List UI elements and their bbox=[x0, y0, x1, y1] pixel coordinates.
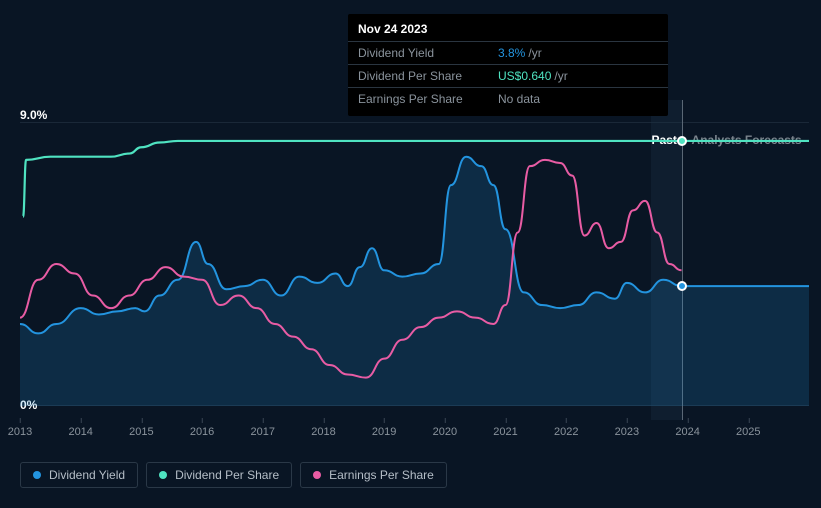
area-dividend-yield bbox=[20, 157, 809, 406]
tooltip-row: Dividend Yield3.8%/yr bbox=[348, 41, 668, 64]
x-tick: 2018 bbox=[311, 426, 335, 438]
x-tick: 2017 bbox=[251, 426, 275, 438]
tooltip-metric-label: Earnings Per Share bbox=[358, 92, 498, 106]
tooltip-date: Nov 24 2023 bbox=[348, 20, 668, 41]
x-tick: 2014 bbox=[68, 426, 92, 438]
legend-item[interactable]: Dividend Per Share bbox=[146, 462, 292, 488]
legend-item[interactable]: Earnings Per Share bbox=[300, 462, 447, 488]
line-dividend-per-share bbox=[23, 141, 809, 217]
tooltip-metric-unit: /yr bbox=[528, 46, 541, 60]
legend-label: Dividend Per Share bbox=[175, 468, 279, 482]
legend-dot-icon bbox=[313, 471, 321, 479]
legend: Dividend Yield Dividend Per Share Earnings… bbox=[20, 462, 447, 488]
x-tick: 2022 bbox=[554, 426, 578, 438]
tooltip-metric-value: US$0.640 bbox=[498, 69, 551, 83]
legend-label: Earnings Per Share bbox=[329, 468, 434, 482]
x-tick: 2020 bbox=[433, 426, 457, 438]
tooltip-metric-value: No data bbox=[498, 92, 540, 106]
x-tick: 2023 bbox=[615, 426, 639, 438]
chart-container: 9.0% 0% Past Analysts Forecasts Nov 24 2… bbox=[0, 0, 821, 508]
legend-item[interactable]: Dividend Yield bbox=[20, 462, 138, 488]
chart-lines-svg bbox=[20, 100, 809, 420]
tooltip-row: Earnings Per ShareNo data bbox=[348, 87, 668, 110]
tooltip-metric-value: 3.8% bbox=[498, 46, 525, 60]
x-tick: 2024 bbox=[675, 426, 699, 438]
tooltip-metric-label: Dividend Per Share bbox=[358, 69, 498, 83]
tooltip-metric-unit: /yr bbox=[554, 69, 567, 83]
x-tick: 2016 bbox=[190, 426, 214, 438]
marker-dividend-yield bbox=[677, 281, 687, 291]
tooltip-row: Dividend Per ShareUS$0.640/yr bbox=[348, 64, 668, 87]
plot-area: 9.0% 0% Past Analysts Forecasts bbox=[20, 100, 809, 420]
marker-dividend-per-share bbox=[677, 136, 687, 146]
x-tick: 2021 bbox=[493, 426, 517, 438]
x-axis: 2013201420152016201720182019202020212022… bbox=[20, 426, 809, 446]
x-tick: 2013 bbox=[8, 426, 32, 438]
legend-dot-icon bbox=[159, 471, 167, 479]
x-tick: 2015 bbox=[129, 426, 153, 438]
hover-tooltip: Nov 24 2023 Dividend Yield3.8%/yrDividen… bbox=[348, 14, 668, 116]
x-tick: 2025 bbox=[736, 426, 760, 438]
x-tick: 2019 bbox=[372, 426, 396, 438]
tooltip-metric-label: Dividend Yield bbox=[358, 46, 498, 60]
legend-label: Dividend Yield bbox=[49, 468, 125, 482]
legend-dot-icon bbox=[33, 471, 41, 479]
